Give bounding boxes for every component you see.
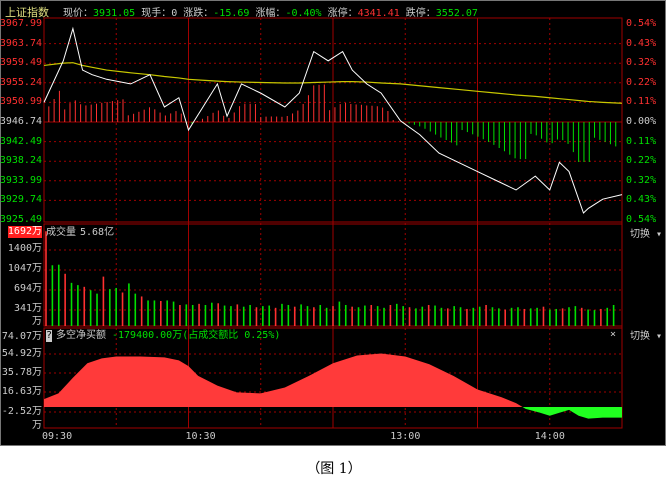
netbuy-negative-area bbox=[44, 406, 622, 419]
index-name: 上证指数 bbox=[5, 6, 49, 19]
figure-caption: （图 1） bbox=[306, 461, 362, 477]
avg-price-line bbox=[43, 62, 623, 104]
netbuy-tick: 74.07万 bbox=[1, 331, 42, 342]
netbuy-value: -179400.00万(占成交额比 0.25%) bbox=[112, 330, 281, 341]
time-tick: 09:30 bbox=[42, 431, 73, 442]
volume-tick: 1692万 bbox=[7, 226, 42, 238]
time-tick: 14:00 bbox=[534, 431, 565, 442]
netbuy-tick: 54.92万 bbox=[1, 348, 42, 359]
limit-down-label: 跌停： bbox=[405, 8, 436, 19]
netbuy-tick: -2.52万 bbox=[1, 406, 42, 417]
switch-button-volume[interactable]: 切换 ▾ bbox=[630, 229, 663, 240]
hand-label: 现手： bbox=[141, 8, 172, 19]
price-tick: 3933.99 bbox=[0, 174, 42, 186]
pct-value: -0.40% bbox=[285, 8, 322, 19]
price-tick: 3967.99 bbox=[0, 18, 42, 29]
price-tick: 3963.74 bbox=[0, 37, 42, 49]
pct-tick: 0.43% bbox=[626, 194, 657, 206]
pct-tick: 0.43% bbox=[626, 37, 657, 49]
limit-up-value: 4341.41 bbox=[357, 8, 400, 19]
netbuy-title: 多空净买额 bbox=[56, 330, 106, 341]
help-icon: ? bbox=[46, 330, 53, 342]
price-tick: 3942.49 bbox=[0, 135, 42, 147]
price-tick: 3959.49 bbox=[0, 57, 42, 69]
price-tick: 3955.24 bbox=[0, 76, 42, 88]
time-tick: 10:30 bbox=[185, 431, 216, 442]
volume-total: 5.68亿 bbox=[80, 227, 115, 238]
netbuy-positive-area bbox=[44, 353, 622, 407]
pct-tick: 0.22% bbox=[626, 155, 657, 167]
volume-tick: 万 bbox=[32, 316, 42, 327]
pct-tick: 0.54% bbox=[626, 18, 657, 29]
switch-button-netbuy[interactable]: 切换 ▾ bbox=[630, 331, 663, 342]
pct-tick: 0.11% bbox=[626, 135, 657, 147]
volume-tick: 341万 bbox=[13, 303, 42, 314]
price-tick: 3946.74 bbox=[0, 116, 42, 127]
pct-tick: 0.32% bbox=[626, 57, 657, 69]
price-line bbox=[43, 26, 623, 214]
netbuy-tick: 35.78万 bbox=[1, 367, 42, 378]
volume-tick: 694万 bbox=[13, 283, 42, 294]
time-tick: 13:00 bbox=[390, 431, 421, 442]
price-label: 现价： bbox=[63, 8, 94, 19]
price-tick: 3950.99 bbox=[0, 96, 42, 108]
netbuy-tick: 万 bbox=[32, 420, 42, 431]
price-tick: 3938.24 bbox=[0, 155, 42, 167]
volume-tick: 1047万 bbox=[7, 263, 42, 274]
price-tick: 3929.74 bbox=[0, 194, 42, 206]
chart-svg bbox=[43, 17, 623, 429]
quote-header: 上证指数 现价：3931.05 现手：0 涨跌：-15.69 涨幅：-0.40%… bbox=[5, 4, 478, 20]
limit-down-value: 3552.07 bbox=[435, 8, 478, 19]
limit-up-label: 涨停： bbox=[327, 8, 358, 19]
pct-tick: 0.00% bbox=[626, 116, 657, 127]
price-tick: 3925.49 bbox=[0, 214, 42, 225]
change-label: 涨跌： bbox=[183, 8, 214, 19]
pct-tick: 0.32% bbox=[626, 174, 657, 186]
hand-value: 0 bbox=[171, 8, 178, 19]
pct-label: 涨幅： bbox=[255, 8, 286, 19]
change-value: -15.69 bbox=[213, 8, 250, 19]
pct-tick: 0.11% bbox=[626, 96, 657, 108]
price-value: 3931.05 bbox=[93, 8, 136, 19]
volume-tick: 1400万 bbox=[7, 243, 42, 254]
netbuy-tick: 16.63万 bbox=[1, 386, 42, 397]
pct-tick: 0.22% bbox=[626, 76, 657, 88]
volume-title: 成交量 bbox=[46, 227, 76, 238]
pct-tick: 0.54% bbox=[626, 214, 657, 225]
close-panel-button[interactable]: × bbox=[610, 329, 617, 340]
